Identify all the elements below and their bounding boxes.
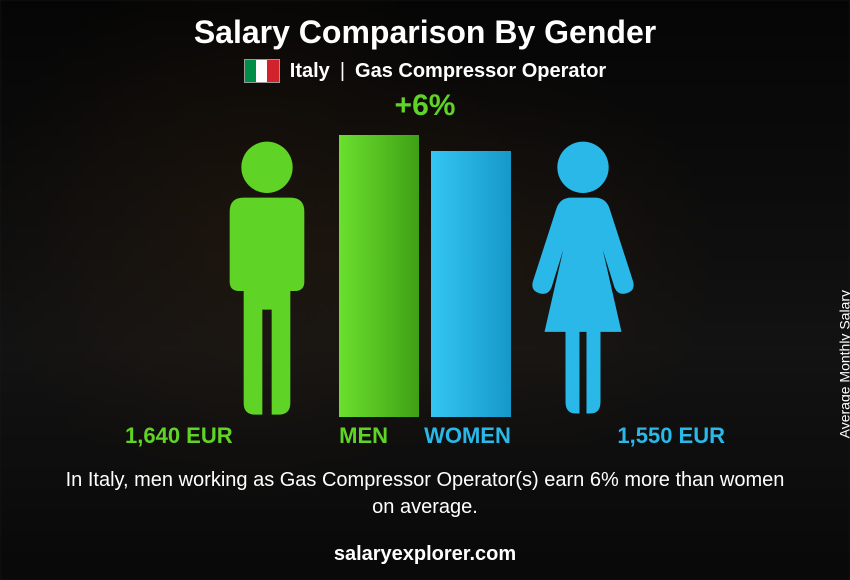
italy-flag-icon — [244, 59, 280, 83]
women-label: WOMEN — [424, 423, 511, 449]
female-person-icon — [523, 137, 643, 417]
infographic-content: Salary Comparison By Gender Italy | Gas … — [0, 0, 850, 580]
summary-text: In Italy, men working as Gas Compressor … — [65, 467, 785, 521]
men-label: MEN — [339, 423, 388, 449]
chart-labels-row: 1,640 EUR MEN WOMEN 1,550 EUR — [85, 423, 765, 449]
male-person-icon — [207, 137, 327, 417]
male-salary-bar — [339, 135, 419, 417]
country-label: Italy — [290, 60, 330, 83]
female-figure-column — [523, 137, 643, 417]
flag-stripe-green — [245, 60, 256, 82]
subtitle-row: Italy | Gas Compressor Operator — [244, 59, 606, 83]
female-salary-value: 1,550 EUR — [617, 423, 725, 449]
gender-salary-chart — [85, 117, 765, 417]
separator-pipe: | — [340, 60, 345, 83]
page-title: Salary Comparison By Gender — [194, 14, 656, 51]
flag-stripe-white — [256, 60, 267, 82]
male-salary-value: 1,640 EUR — [125, 423, 233, 449]
female-salary-bar — [431, 151, 511, 417]
male-figure-column — [207, 137, 327, 417]
role-label: Gas Compressor Operator — [355, 60, 606, 83]
footer-source: salaryexplorer.com — [0, 543, 850, 566]
flag-stripe-red — [267, 60, 278, 82]
